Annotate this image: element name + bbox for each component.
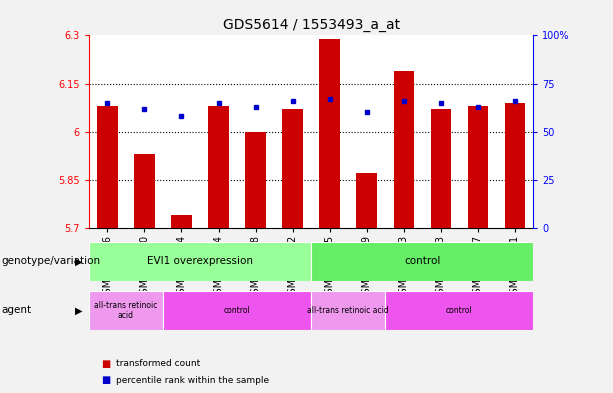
- Bar: [319, 39, 340, 228]
- Bar: [504, 103, 525, 228]
- Text: control: control: [446, 306, 473, 315]
- Bar: [134, 154, 154, 228]
- Text: control: control: [404, 256, 440, 266]
- Bar: [283, 109, 303, 228]
- Bar: [171, 215, 192, 228]
- Text: agent: agent: [1, 305, 31, 316]
- Title: GDS5614 / 1553493_a_at: GDS5614 / 1553493_a_at: [223, 18, 400, 31]
- Bar: [163, 291, 311, 330]
- Text: genotype/variation: genotype/variation: [1, 256, 101, 266]
- Bar: [89, 291, 163, 330]
- Bar: [357, 173, 377, 228]
- Bar: [89, 242, 311, 281]
- Bar: [468, 106, 488, 228]
- Bar: [245, 132, 265, 228]
- Bar: [208, 106, 229, 228]
- Text: EVI1 overexpression: EVI1 overexpression: [147, 256, 253, 266]
- Bar: [97, 106, 118, 228]
- Text: ▶: ▶: [75, 305, 82, 316]
- Bar: [311, 242, 533, 281]
- Text: percentile rank within the sample: percentile rank within the sample: [116, 376, 270, 384]
- Text: ▶: ▶: [75, 256, 82, 266]
- Bar: [394, 71, 414, 228]
- Text: transformed count: transformed count: [116, 359, 200, 368]
- Text: control: control: [224, 306, 250, 315]
- Bar: [385, 291, 533, 330]
- Bar: [430, 109, 451, 228]
- Text: all-trans retinoic acid: all-trans retinoic acid: [307, 306, 389, 315]
- Text: ■: ■: [101, 375, 110, 385]
- Text: ■: ■: [101, 358, 110, 369]
- Text: all-trans retinoic
acid: all-trans retinoic acid: [94, 301, 158, 320]
- Bar: [311, 291, 385, 330]
